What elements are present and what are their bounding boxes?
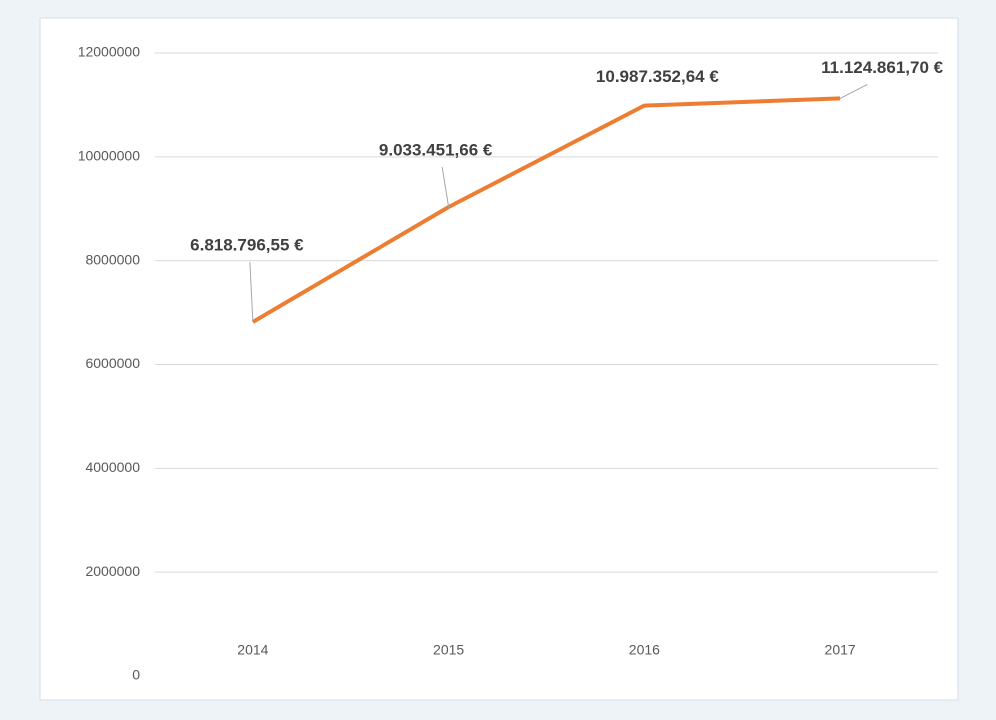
x-tick-label: 2014 bbox=[237, 642, 268, 658]
data-label: 11.124.861,70 € bbox=[821, 58, 944, 77]
data-line bbox=[251, 96, 841, 324]
x-tick-label: 2017 bbox=[825, 642, 856, 658]
y-tick-label: 0 bbox=[132, 667, 140, 683]
y-tick-label: 10000000 bbox=[78, 148, 141, 164]
data-label: 9.033.451,66 € bbox=[379, 140, 493, 159]
y-tick-label: 6000000 bbox=[85, 355, 140, 371]
leader-line bbox=[249, 261, 254, 323]
leader-line bbox=[441, 166, 450, 208]
y-tick-label: 12000000 bbox=[78, 44, 141, 60]
data-label: 6.818.796,55 € bbox=[190, 235, 304, 254]
data-label: 10.987.352,64 € bbox=[596, 67, 719, 86]
leader-line bbox=[839, 83, 868, 99]
x-tick-label: 2015 bbox=[433, 642, 464, 658]
y-tick-label: 4000000 bbox=[85, 459, 140, 475]
x-tick-label: 2016 bbox=[629, 642, 660, 658]
y-tick-label: 2000000 bbox=[85, 563, 140, 579]
y-tick-label: 8000000 bbox=[85, 251, 140, 267]
chart-panel bbox=[39, 17, 959, 701]
